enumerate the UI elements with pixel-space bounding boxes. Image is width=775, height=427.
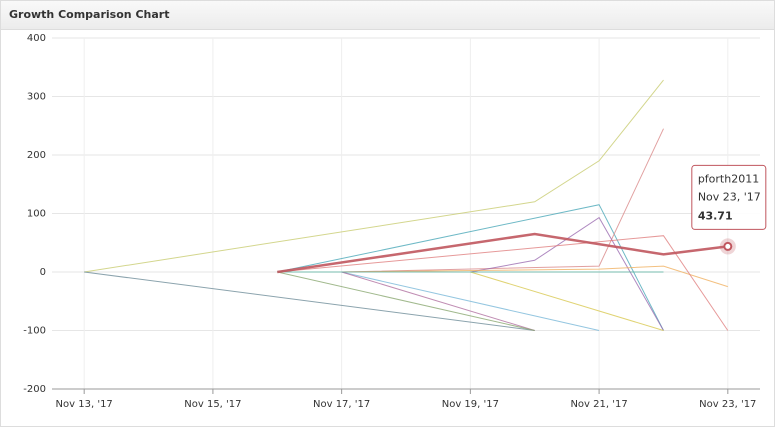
x-tick-label: Nov 15, '17 [184,399,241,410]
x-tick-label: Nov 23, '17 [699,399,756,410]
series-line [277,232,728,274]
x-tick-label: Nov 19, '17 [442,399,499,410]
tooltip-date: Nov 23, '17 [698,190,761,203]
tooltip-value: 43.71 [698,209,733,222]
panel-header: Growth Comparison Chart [1,1,774,30]
x-tick-label: Nov 21, '17 [570,399,627,410]
series-line [341,265,728,288]
y-tick-label: 100 [27,209,46,220]
series-line [277,235,729,331]
y-tick-label: -100 [23,326,46,337]
series-line [84,271,535,331]
y-tick-label: 0 [40,267,46,278]
x-tick-label: Nov 13, '17 [56,399,113,410]
point-marker [723,241,733,251]
y-tick-label: 300 [27,92,46,103]
y-tick-label: -200 [23,384,46,395]
x-tick-label: Nov 17, '17 [313,399,370,410]
series-line [341,271,600,331]
tooltip-series: pforth2011 [698,172,759,185]
tooltip: pforth2011 Nov 23, '17 43.71 [691,164,767,230]
series-line [341,271,535,331]
series-line [341,128,664,273]
y-tick-label: 200 [27,150,46,161]
series-line [277,204,664,331]
tooltip-box [691,164,767,230]
y-tick-label: 400 [27,33,46,44]
series-line [84,79,664,273]
series-line [277,271,535,331]
series-line [470,271,664,331]
chart-title: Growth Comparison Chart [9,8,170,21]
